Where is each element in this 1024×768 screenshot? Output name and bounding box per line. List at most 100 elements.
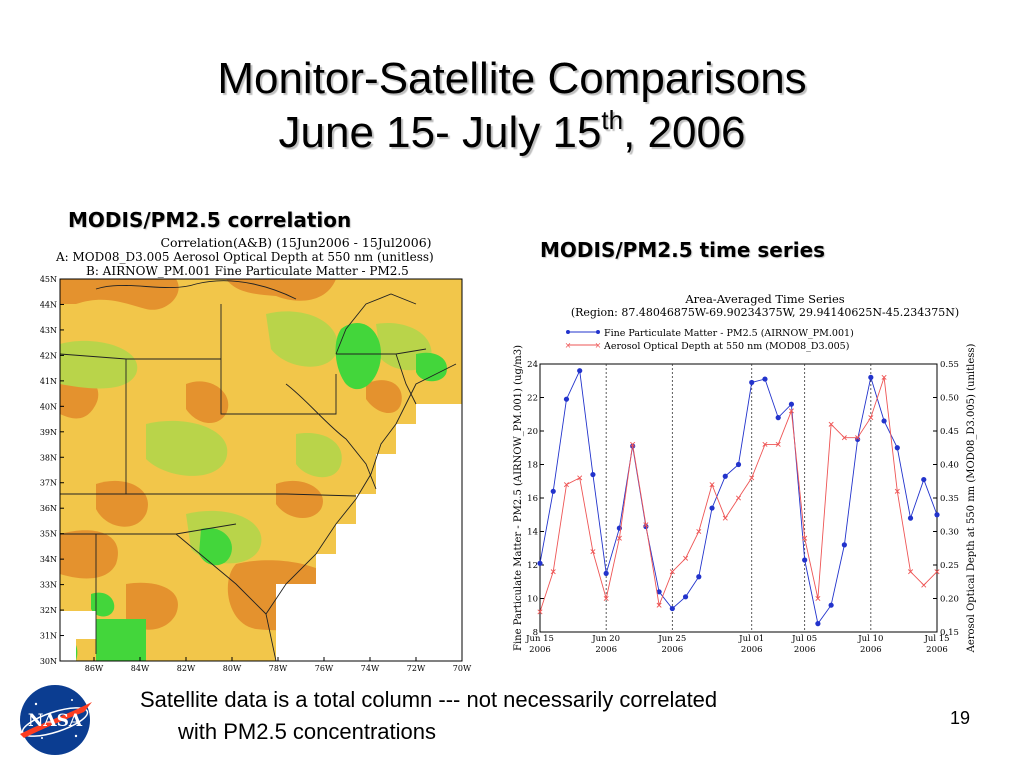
longitude-label: 78W (269, 664, 288, 673)
latitude-label: 32N (40, 606, 57, 615)
logo-star (41, 737, 43, 739)
aod-data-point (603, 595, 609, 602)
boundary (395, 353, 417, 405)
map-header-line-1: Correlation(A&B) (15Jun2006 - 15Jul2006) (160, 235, 431, 250)
pm25-data-point (828, 602, 834, 608)
date-tick-label: Jul 01 (738, 634, 764, 644)
aod-data-point (881, 374, 887, 380)
aod-data-point (828, 421, 834, 427)
high-region (199, 528, 232, 566)
legend-pm25-marker (596, 330, 600, 334)
latitude-labels: 45N 44N 43N 42N 41N 40N 39N 38N 37N 36N 35N 34N 33N 3… (40, 275, 64, 666)
date-gridlines (605, 364, 872, 632)
longitude-label: 74W (361, 664, 380, 673)
legend-aod-marker: × (565, 341, 572, 350)
low-region (96, 480, 148, 527)
boundary (285, 383, 377, 490)
logo-orbit (21, 707, 89, 737)
logo-chevron (20, 702, 92, 738)
pm25-data-point (709, 505, 715, 511)
map-header-line-2: A: MOD08_D3.005 Aerosol Optical Depth at… (55, 250, 434, 264)
pm25-data-point (696, 574, 702, 580)
left-tick-label: 8 (533, 628, 538, 638)
timeseries-chart: Area-Averaged Time Series (Region: 87.48… (513, 292, 977, 655)
low-region (186, 381, 229, 424)
low-region (60, 530, 118, 579)
year-tick-label: 2006 (595, 645, 617, 655)
boundary (95, 280, 297, 300)
no-data-gulf (60, 611, 96, 661)
year-tick-label: 2006 (662, 645, 684, 655)
aod-data-point (815, 595, 821, 602)
pm25-data-point (841, 542, 847, 548)
pm25-data-point (749, 379, 755, 386)
page-number: 19 (950, 708, 971, 728)
left-tick-label: 24 (527, 360, 538, 370)
aod-data-point (709, 482, 715, 488)
right-tick-label: 0.15 (940, 628, 959, 638)
pm25-data-point (934, 512, 940, 518)
left-tick-label: 14 (527, 528, 538, 538)
high-region (91, 592, 115, 617)
year-tick-label: 2006 (860, 645, 882, 655)
right-tick-label: 0.30 (940, 528, 959, 538)
right-axis-ticks: 0.15 0.20 0.25 0.30 0.35 0.40 0.45 0.50 0.55 (933, 360, 959, 638)
pm25-data-point (775, 415, 781, 421)
latitude-label: 43N (40, 326, 57, 335)
pm25-data-point (537, 560, 543, 566)
aod-data-point (802, 535, 808, 541)
series-layer (537, 368, 940, 627)
year-tick-label: 2006 (926, 645, 948, 655)
aod-data-point (537, 609, 543, 615)
pm25-data-point (907, 515, 914, 521)
aod-data-point (868, 415, 874, 421)
logo-text: NASA (28, 711, 83, 731)
mid-region (60, 340, 138, 389)
pm25-data-point (735, 461, 742, 468)
low-region (276, 480, 323, 519)
date-tick-label: Jun 20 (591, 634, 620, 644)
latitude-label: 33N (40, 581, 57, 590)
pm25-data-point (894, 445, 900, 451)
pm25-data-point (815, 621, 821, 627)
legend-pm25-marker (566, 330, 570, 334)
aod-data-point (921, 582, 927, 588)
year-tick-label: 2006 (794, 645, 816, 655)
aod-data-point (616, 535, 622, 541)
latitude-label: 36N (40, 504, 57, 513)
pm25-data-point (722, 473, 728, 479)
legend-aod-label: Aerosol Optical Depth at 550 nm (MOD08_D… (603, 341, 849, 352)
mid-region (146, 420, 228, 476)
title-line-2: June 15- July 15th, 2006 (0, 106, 1024, 160)
chart-subtitle: (Region: 87.48046875W-69.90234375W, 29.9… (571, 306, 959, 319)
no-data-ocean (276, 404, 462, 661)
low-region (126, 582, 178, 630)
map-header-line-3: B: AIRNOW_PM.001 Fine Particulate Matter… (86, 264, 409, 278)
boundary (335, 293, 417, 355)
correlation-map: Correlation(A&B) (15Jun2006 - 15Jul2006)… (40, 235, 472, 673)
year-tick-label: 2006 (529, 645, 551, 655)
aod-data-point (683, 555, 689, 561)
caption: Satellite data is a total column --- not… (140, 684, 717, 748)
pm25-data-point (577, 368, 583, 374)
date-tick-label: Jul 10 (857, 634, 883, 644)
pm25-data-point (603, 570, 609, 576)
aod-data-point (722, 515, 728, 521)
latitude-label: 38N (40, 453, 57, 462)
pm25-data-point (788, 401, 795, 407)
caption-line-1: Satellite data is a total column --- not… (140, 687, 718, 712)
title-date-end: , 2006 (623, 108, 746, 157)
caption-line-2: with PM2.5 concentrations (178, 719, 437, 744)
high-region (335, 323, 381, 390)
longitude-label: 82W (177, 664, 196, 673)
pm25-data-point (762, 376, 768, 382)
longitude-label: 72W (407, 664, 426, 673)
aod-data-point (550, 569, 556, 575)
aod-data-point (788, 408, 794, 414)
boundary (220, 304, 337, 415)
aod-data-point (894, 488, 900, 494)
year-tick-label: 2006 (741, 645, 763, 655)
date-tick-label: Jun 25 (657, 634, 686, 644)
title-line-1: Monitor-Satellite Comparisons (217, 54, 807, 103)
latitude-label: 39N (40, 428, 57, 437)
